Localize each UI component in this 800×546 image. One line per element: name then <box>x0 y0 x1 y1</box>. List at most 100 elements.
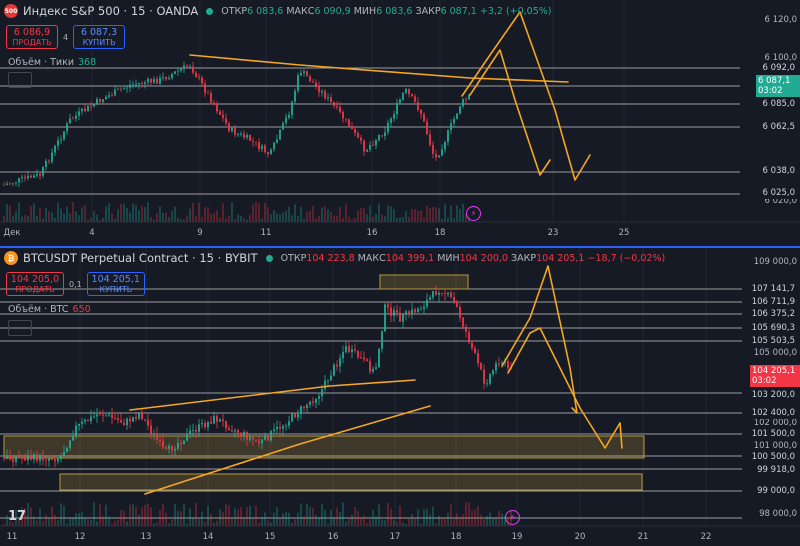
volume-bar <box>261 218 263 222</box>
volume-bar <box>189 208 191 222</box>
tradingview-logo[interactable]: 17 <box>8 509 27 524</box>
sp500-chart-panel[interactable]: 500 Индекс S&P 500 · 15 · OANDA ОТКР6 08… <box>0 0 800 244</box>
volume-bar <box>417 509 419 526</box>
candle-body <box>189 66 191 68</box>
candle-body <box>186 433 188 441</box>
candle-body <box>18 178 20 183</box>
candle-body <box>360 137 362 141</box>
candle-body <box>444 142 446 150</box>
candle-body <box>39 455 41 461</box>
volume-bar <box>81 207 83 222</box>
volume-bar <box>27 502 29 526</box>
time-axis-label: 13 <box>140 532 152 542</box>
volume-bar <box>405 523 407 526</box>
volume-legend[interactable]: Объём · BTC 650 <box>8 304 91 315</box>
volume-bar <box>354 507 356 526</box>
volume-bar <box>129 504 131 526</box>
volume-bar <box>285 511 287 526</box>
volume-bar <box>3 523 5 526</box>
volume-bar <box>141 507 143 526</box>
volume-bar <box>342 218 344 222</box>
bitcoin-logo-icon: ₿ <box>4 251 18 265</box>
volume-bar <box>426 205 428 222</box>
candle-body <box>54 459 56 462</box>
candle-body <box>339 106 341 113</box>
candle-body <box>105 96 107 100</box>
volume-bar <box>297 512 299 526</box>
volume-bar <box>384 216 386 222</box>
candle-body <box>285 425 287 427</box>
volume-bar <box>174 504 176 526</box>
sell-button[interactable]: 6 086,9 ПРОДАТЬ <box>6 25 58 49</box>
candle-body <box>291 413 293 422</box>
volume-bar <box>243 518 245 526</box>
candle-body <box>297 413 299 418</box>
lightning-event-icon[interactable]: ⚡ <box>466 206 481 221</box>
candle-body <box>336 105 338 107</box>
candle-body <box>312 81 314 83</box>
collapse-legend-button[interactable] <box>8 72 32 88</box>
candle-body <box>390 118 392 123</box>
time-axis-label: 18 <box>450 532 462 542</box>
volume-bar <box>42 521 44 526</box>
candle-body <box>309 76 311 82</box>
volume-bar <box>165 512 167 526</box>
price-axis-label: 6 120,0 <box>764 15 797 25</box>
volume-legend[interactable]: Объём · Тики 368 <box>8 57 97 68</box>
volume-bar <box>24 214 26 222</box>
volume-bar <box>84 205 86 222</box>
volume-bar <box>441 218 443 222</box>
volume-bar <box>327 209 329 222</box>
collapse-legend-button[interactable] <box>8 320 32 336</box>
sell-button[interactable]: 104 205,0 ПРОДАТЬ <box>6 272 64 296</box>
volume-bar <box>177 510 179 526</box>
price-axis-label: 109 000,0 <box>753 257 797 267</box>
volume-bar <box>258 522 260 526</box>
candle-body <box>327 380 329 382</box>
candle-body <box>276 427 278 430</box>
volume-bar <box>330 211 332 222</box>
candle-body <box>144 82 146 85</box>
candle-body <box>57 458 59 462</box>
candle-body <box>153 433 155 435</box>
volume-bar <box>156 522 158 526</box>
volume-bar <box>279 214 281 222</box>
volume-bar <box>327 523 329 526</box>
candle-body <box>354 129 356 134</box>
candle-body <box>138 413 140 419</box>
candle-body <box>21 457 23 459</box>
candle-body <box>396 102 398 115</box>
volume-bar <box>102 516 104 526</box>
candle-body <box>312 401 314 403</box>
volume-bar <box>90 217 92 222</box>
candle-body <box>270 149 272 155</box>
buy-button[interactable]: 104 205,1 КУПИТЬ <box>86 272 145 296</box>
volume-bar <box>282 513 284 526</box>
symbol-title[interactable]: Индекс S&P 500 · 15 · OANDA <box>23 4 199 18</box>
volume-bar <box>363 515 365 526</box>
candle-body <box>129 418 131 422</box>
lightning-event-icon[interactable]: ⚡ <box>505 510 520 525</box>
candle-body <box>78 111 80 116</box>
candle-body <box>441 149 443 156</box>
candle-body <box>372 145 374 146</box>
btc-chart-panel[interactable]: ₿ BTCUSDT Perpetual Contract · 15 · BYBI… <box>0 246 800 546</box>
volume-bar <box>351 219 353 222</box>
symbol-title[interactable]: BTCUSDT Perpetual Contract · 15 · BYBIT <box>23 251 258 265</box>
buy-button[interactable]: 6 087,3 КУПИТЬ <box>73 25 126 49</box>
volume-bar <box>78 215 80 222</box>
volume-bar <box>285 210 287 222</box>
btc-chart-canvas[interactable] <box>0 248 800 546</box>
candle-body <box>330 375 332 381</box>
candle-body <box>42 455 44 461</box>
candle-body <box>399 312 401 322</box>
candle-body <box>234 127 236 135</box>
candle-body <box>180 442 182 445</box>
sp500-chart-canvas[interactable] <box>0 0 800 244</box>
volume-bar <box>378 203 380 222</box>
volume-bar <box>63 213 65 222</box>
volume-bar <box>204 522 206 526</box>
volume-bar <box>348 216 350 222</box>
volume-bar <box>9 520 11 526</box>
candle-body <box>468 331 470 343</box>
